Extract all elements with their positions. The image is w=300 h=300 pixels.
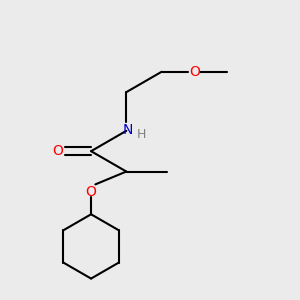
Text: H: H [136,128,146,140]
Text: O: O [189,65,200,79]
Text: O: O [52,144,63,158]
Text: N: N [122,123,133,137]
Text: O: O [85,185,97,199]
